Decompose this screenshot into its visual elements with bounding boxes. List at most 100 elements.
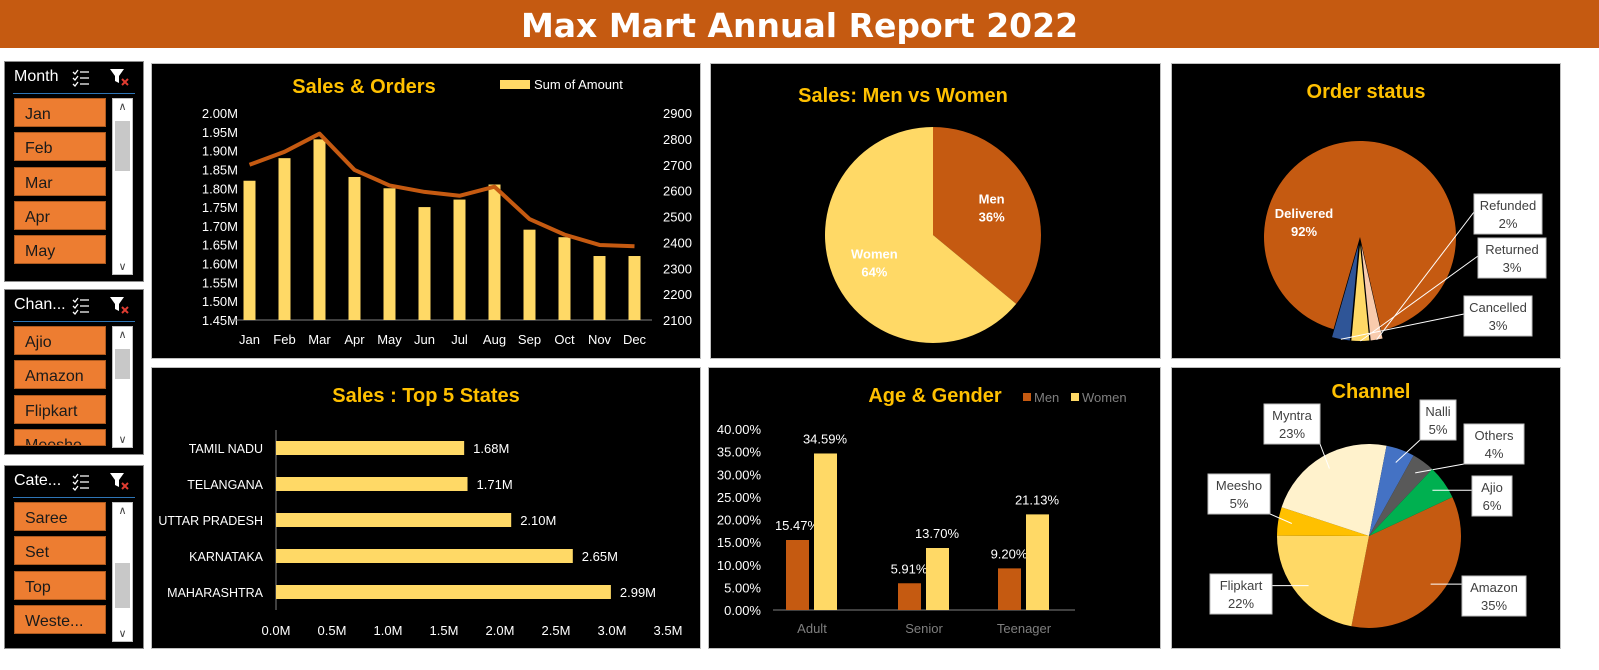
- x-tick-label: 3.0M: [598, 623, 627, 638]
- data-label: 9.20%: [991, 546, 1028, 561]
- x-tick-label: Feb: [273, 332, 295, 347]
- callout-box: [1463, 423, 1525, 465]
- callout-box: [1209, 573, 1273, 615]
- slice-label: Men: [979, 191, 1005, 206]
- slicer-item[interactable]: Amazon: [14, 360, 106, 390]
- clear-filter-icon[interactable]: [109, 67, 129, 87]
- slicer-scrollbar[interactable]: ∧ ∨: [112, 326, 133, 448]
- slicer-item[interactable]: Flipkart: [14, 394, 106, 424]
- x-tick-label: Sep: [518, 332, 541, 347]
- data-label: 1.68M: [473, 441, 509, 456]
- scroll-thumb[interactable]: [115, 563, 130, 608]
- sales-orders-panel: Sales & Orders Sum of Amount 2.00M 1.95M 1.9…: [151, 63, 701, 359]
- leader-line: [1360, 255, 1479, 342]
- pie-slice-meesho: [1277, 507, 1369, 536]
- data-label: 5.91%: [891, 561, 928, 576]
- pie-slice-women: [825, 127, 1017, 343]
- slice-percent: 92%: [1291, 224, 1317, 239]
- scroll-thumb[interactable]: [115, 121, 130, 171]
- scroll-down-arrow-icon[interactable]: ∨: [118, 628, 127, 640]
- callout-box: [1463, 295, 1533, 337]
- y2-tick-label: 2300: [663, 261, 692, 276]
- x-tick-label: Oct: [554, 332, 575, 347]
- slice-label: Delivered: [1275, 206, 1334, 221]
- scroll-up-arrow-icon[interactable]: ∧: [118, 329, 127, 341]
- x-tick-label: 0.0M: [262, 623, 291, 638]
- multi-select-icon[interactable]: [71, 471, 91, 491]
- slicer-scrollbar[interactable]: ∧ ∨: [112, 98, 133, 275]
- legend-swatch: [1071, 393, 1079, 401]
- slicer-divider: [13, 321, 135, 322]
- slicer-item[interactable]: May: [14, 235, 106, 265]
- bar: [276, 513, 512, 527]
- category-label: TELANGANA: [187, 478, 263, 492]
- multi-select-icon[interactable]: [71, 67, 91, 87]
- leader-line: [1415, 463, 1465, 474]
- slicer-item[interactable]: Weste...: [14, 604, 106, 634]
- y-tick-label: 25.00%: [717, 490, 762, 505]
- legend-label: Sum of Amount: [534, 77, 623, 92]
- scroll-up-arrow-icon[interactable]: ∧: [118, 505, 127, 517]
- x-tick-label: 0.5M: [318, 623, 347, 638]
- multi-select-icon[interactable]: [71, 295, 91, 315]
- slicer-item[interactable]: Ajio: [14, 326, 106, 355]
- orders-line: [248, 131, 635, 249]
- slicer-item[interactable]: Top: [14, 570, 106, 600]
- month-slicer-header: Month: [14, 68, 59, 85]
- x-tick-label: Mar: [308, 332, 331, 347]
- legend-swatch: [500, 80, 530, 89]
- slice-percent: 3%: [1489, 318, 1508, 333]
- y-tick-label: 1.45M: [202, 313, 238, 328]
- x-tick-label: Dec: [623, 332, 647, 347]
- scroll-up-arrow-icon[interactable]: ∧: [118, 101, 127, 113]
- chart-title: Channel: [1332, 381, 1411, 403]
- men-women-panel: Sales: Men vs Women Men 36% Women 64%: [710, 63, 1161, 359]
- y-tick-label: 1.60M: [202, 257, 238, 272]
- month-slicer[interactable]: Month Jan Feb Mar Apr May ∧ ∨: [4, 61, 144, 282]
- y-tick-label: 10.00%: [717, 558, 762, 573]
- slice-percent: 64%: [861, 265, 887, 280]
- slicer-item[interactable]: Jan: [14, 98, 106, 127]
- slicer-item[interactable]: Feb: [14, 132, 106, 162]
- slice-label: Returned: [1485, 242, 1538, 257]
- x-tick-label: Jun: [414, 332, 435, 347]
- y-tick-label: 1.95M: [202, 125, 238, 140]
- scroll-down-arrow-icon[interactable]: ∨: [118, 434, 127, 446]
- slicer-scrollbar[interactable]: ∧ ∨: [112, 502, 133, 642]
- slice-percent: 6%: [1483, 498, 1502, 513]
- bar: [628, 256, 641, 320]
- legend-label: Men: [1034, 390, 1059, 405]
- data-label: 2.65M: [582, 549, 618, 564]
- slice-label: Women: [851, 247, 898, 262]
- slicer-divider: [13, 93, 135, 94]
- slicer-item[interactable]: Saree: [14, 502, 106, 531]
- slice-label: Ajio: [1481, 480, 1503, 495]
- category-slicer[interactable]: Cate... Saree Set Top Weste... ∧ ∨: [4, 465, 144, 649]
- y-tick-label: 1.90M: [202, 144, 238, 159]
- category-slicer-header: Cate...: [14, 472, 62, 489]
- pie-slice-refunded: [1361, 244, 1383, 341]
- category-label: KARNATAKA: [189, 550, 264, 564]
- pie-slice-returned: [1351, 244, 1370, 341]
- slice-label: Others: [1474, 428, 1514, 443]
- data-label: 2.10M: [520, 513, 556, 528]
- slice-label: Nalli: [1425, 404, 1450, 419]
- x-tick-label: May: [377, 332, 402, 347]
- channel-chart: Channel Amazon 35% Flipkart 22% Meesho 5% Myntr…: [1207, 381, 1527, 628]
- pie-slice-cancelled: [1332, 244, 1359, 341]
- slice-label: Meesho: [1216, 478, 1262, 493]
- slicer-item[interactable]: Apr: [14, 200, 106, 230]
- data-label: 13.70%: [915, 526, 960, 541]
- scroll-thumb[interactable]: [115, 349, 130, 379]
- sales-orders-chart: Sales & Orders Sum of Amount 2.00M 1.95M 1.9…: [202, 76, 692, 347]
- bar: [418, 207, 431, 320]
- slicer-item[interactable]: Set: [14, 536, 106, 566]
- y-tick-label: 1.85M: [202, 162, 238, 177]
- slicer-item[interactable]: Meesho: [14, 428, 106, 446]
- clear-filter-icon[interactable]: [109, 295, 129, 315]
- bar: [926, 548, 949, 610]
- channel-slicer[interactable]: Chan... Ajio Amazon Flipkart Meesho ∧ ∨: [4, 289, 144, 455]
- clear-filter-icon[interactable]: [109, 471, 129, 491]
- scroll-down-arrow-icon[interactable]: ∨: [118, 261, 127, 273]
- slicer-item[interactable]: Mar: [14, 166, 106, 196]
